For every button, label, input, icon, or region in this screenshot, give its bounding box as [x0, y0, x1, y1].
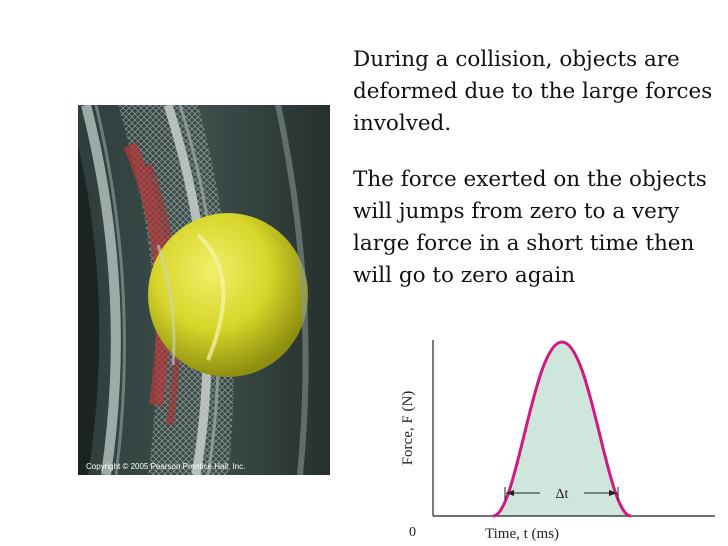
pulse-curve [492, 340, 632, 518]
paragraph-force-jump: The force exerted on the objects will ju… [353, 167, 707, 288]
force-time-graph: Δt Force, F (N) Time, t (ms) 0 [400, 340, 715, 542]
pulse-fill [493, 342, 631, 516]
x-axis-label: Time, t (ms) [485, 526, 559, 542]
delta-t-left-arrowhead [506, 490, 514, 496]
paragraph-collision-deformation: During a collision, objects are deformed… [353, 47, 713, 136]
photo-copyright-caption: Copyright © 2005 Pearson Prentice Hall, … [86, 462, 246, 471]
delta-t-label: Δt [556, 487, 569, 502]
delta-t-right-arrowhead [609, 490, 617, 496]
photo-image [78, 105, 330, 475]
force-pulse-area [493, 342, 631, 516]
tennis-ball-racket-photo [78, 105, 330, 475]
origin-label: 0 [409, 525, 416, 540]
y-axis-label: Force, F (N) [400, 391, 416, 466]
delta-t-indicator: Δt [504, 487, 619, 502]
